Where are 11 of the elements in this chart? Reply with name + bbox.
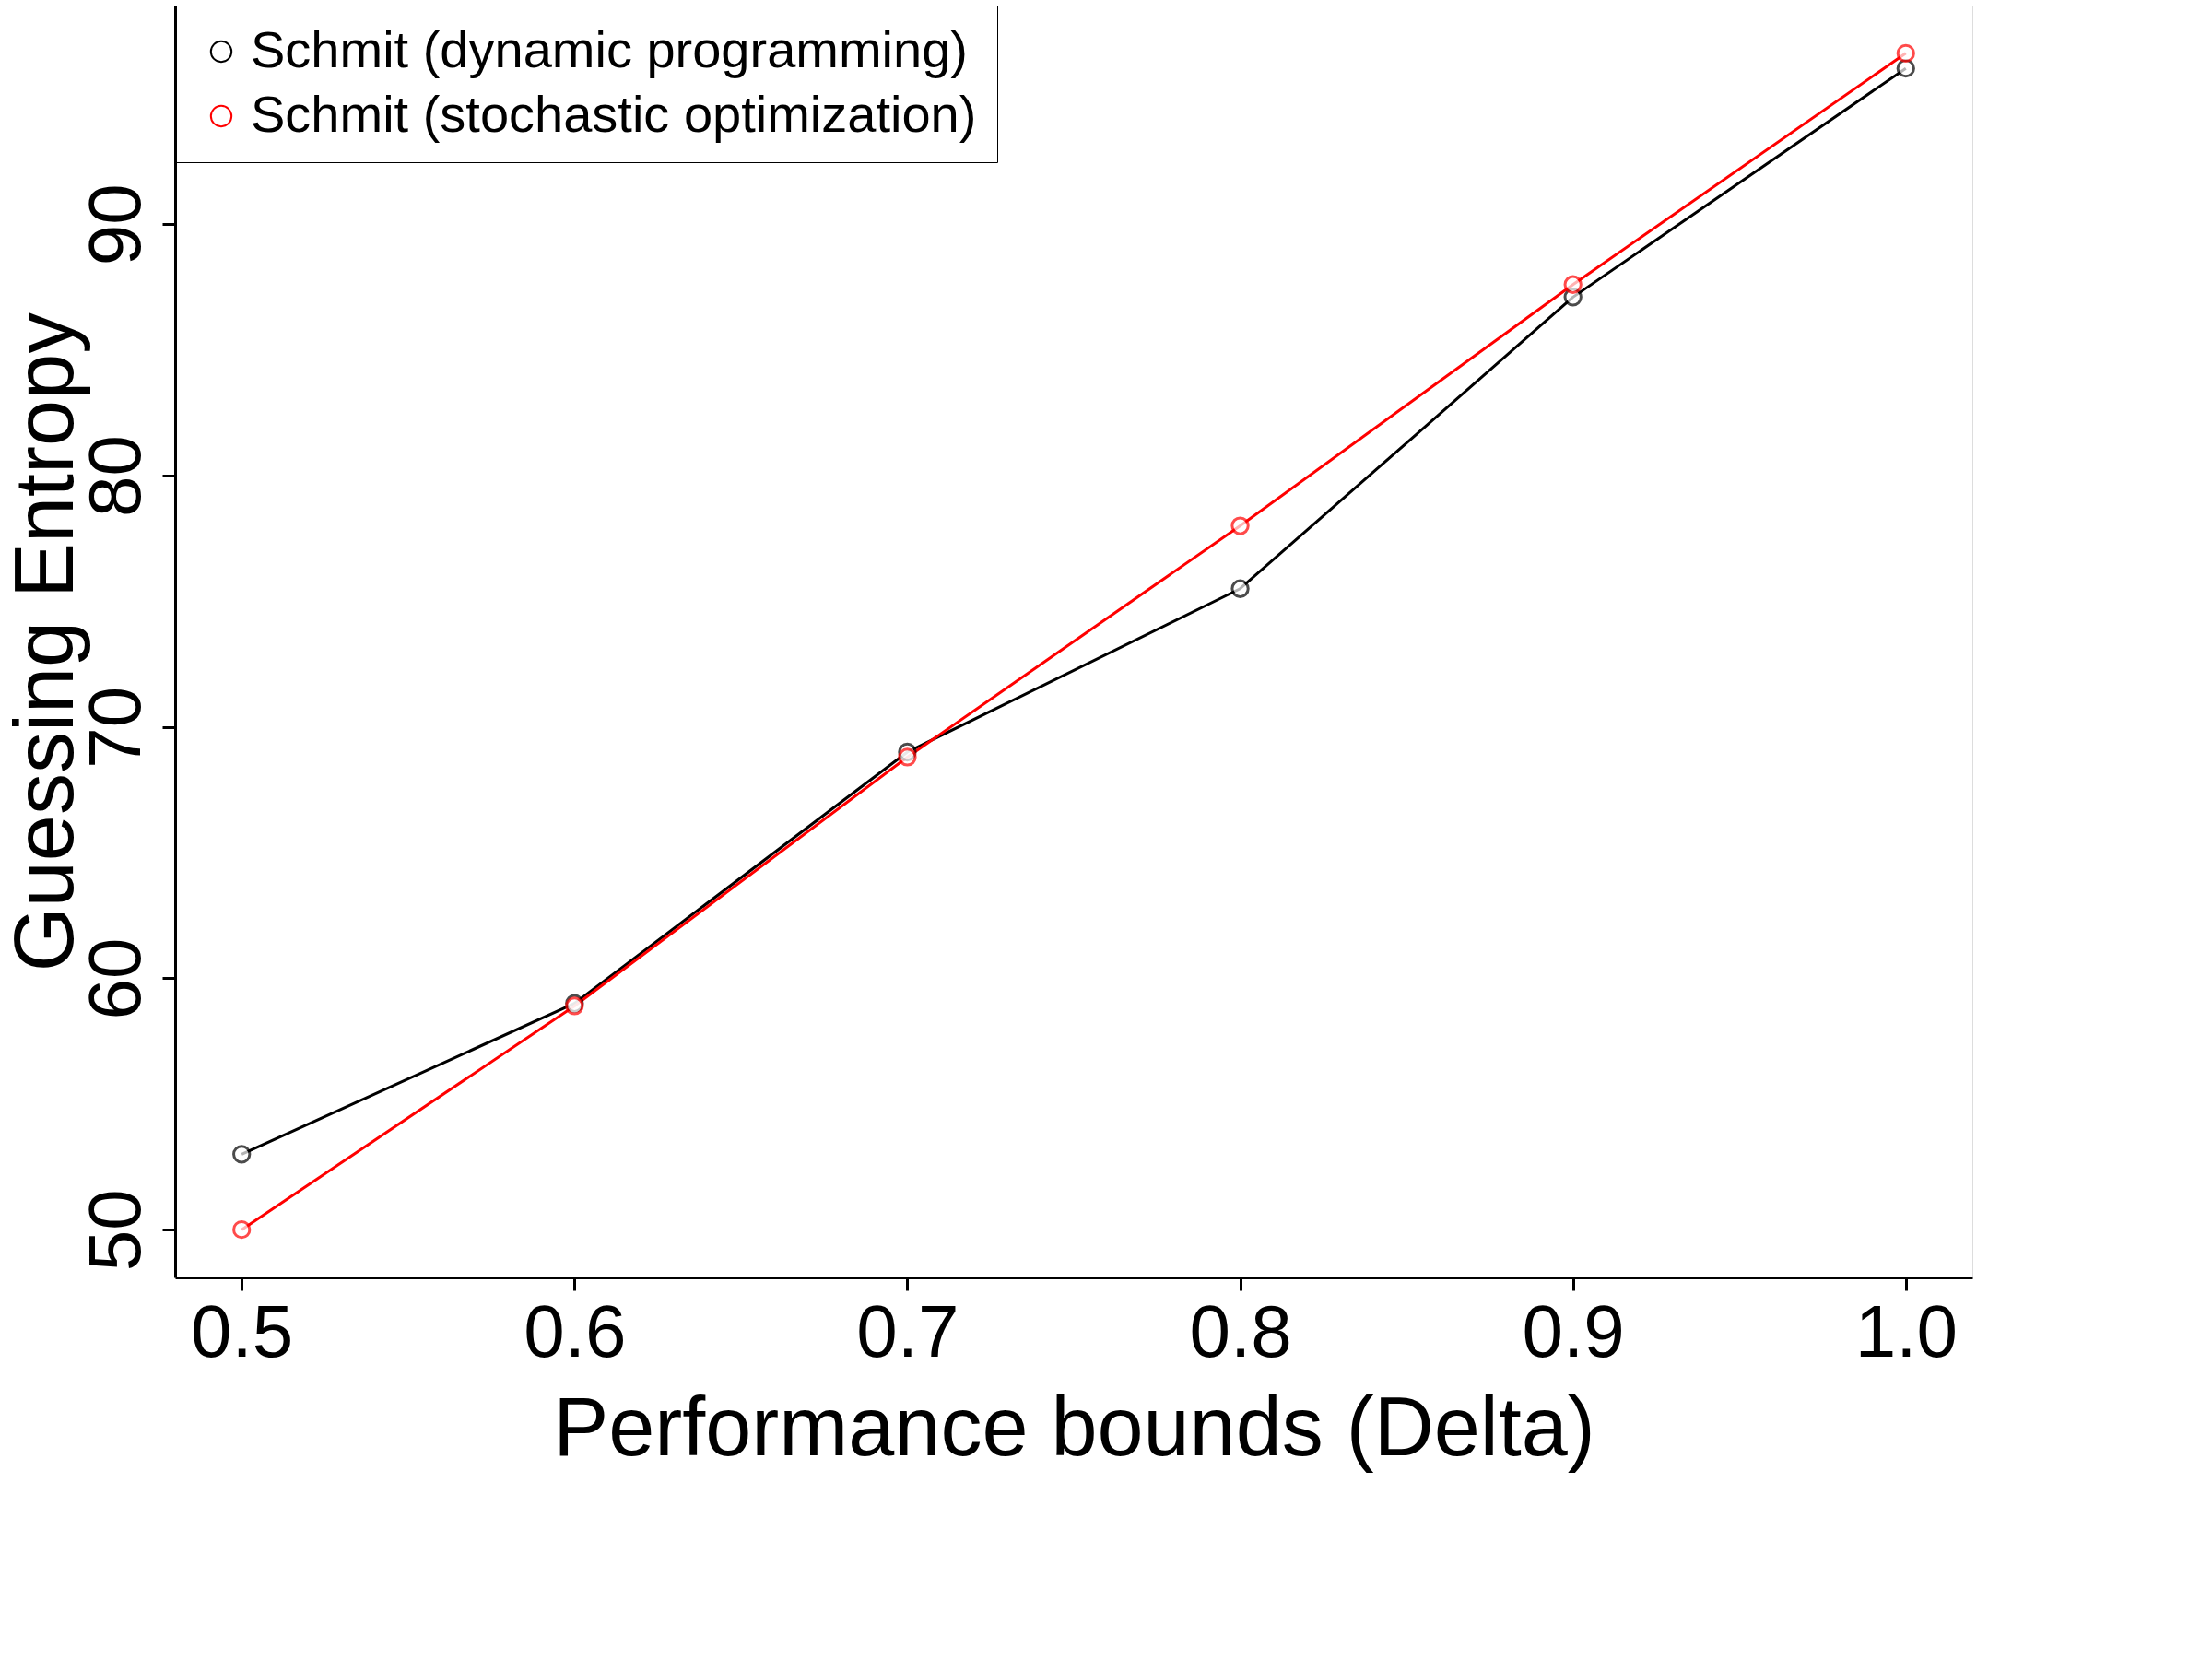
x-tick-label: 0.8 <box>1189 1289 1292 1372</box>
x-tick-label: 0.7 <box>856 1289 959 1372</box>
x-tick-label: 0.5 <box>191 1289 294 1372</box>
y-tick-label: 50 <box>73 1189 156 1272</box>
legend-label: Schmit (stochastic optimization) <box>251 85 977 143</box>
legend-label: Schmit (dynamic programming) <box>251 20 968 78</box>
x-tick-label: 0.6 <box>524 1289 627 1372</box>
x-tick-label: 1.0 <box>1854 1289 1958 1372</box>
x-tick-label: 0.9 <box>1522 1289 1625 1372</box>
x-axis-title: Performance bounds (Delta) <box>553 1380 1595 1473</box>
y-tick-label: 90 <box>73 183 156 266</box>
